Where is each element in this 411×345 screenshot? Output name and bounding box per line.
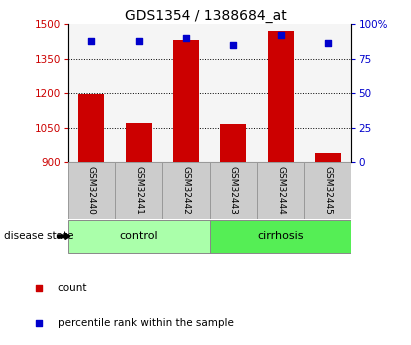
Text: disease state: disease state [4, 231, 74, 241]
Text: GSM32444: GSM32444 [276, 166, 285, 215]
Point [36, 285, 42, 290]
Bar [210, 220, 351, 253]
Bar [68, 162, 115, 219]
Point [88, 38, 95, 43]
Bar [257, 162, 304, 219]
Text: GDS1354 / 1388684_at: GDS1354 / 1388684_at [125, 9, 286, 23]
Bar [315, 153, 341, 162]
Point [230, 42, 237, 48]
Bar [79, 94, 104, 162]
Bar [220, 124, 246, 162]
Bar [162, 162, 210, 219]
Text: cirrhosis: cirrhosis [257, 231, 304, 241]
Point [36, 320, 42, 326]
Text: count: count [58, 283, 87, 293]
Bar [268, 31, 293, 162]
Bar [115, 162, 162, 219]
Text: GSM32441: GSM32441 [134, 166, 143, 215]
Text: GSM32443: GSM32443 [229, 166, 238, 215]
Text: percentile rank within the sample: percentile rank within the sample [58, 318, 233, 328]
Text: GSM32442: GSM32442 [182, 166, 190, 215]
Point [136, 38, 142, 43]
Text: control: control [120, 231, 158, 241]
Bar [68, 220, 210, 253]
Bar [210, 162, 257, 219]
Text: GSM32440: GSM32440 [87, 166, 96, 215]
Text: GSM32445: GSM32445 [323, 166, 332, 215]
Point [325, 41, 331, 46]
Bar [304, 162, 351, 219]
Point [182, 35, 189, 41]
Bar [173, 40, 199, 162]
Bar [126, 123, 152, 162]
Point [277, 32, 284, 38]
